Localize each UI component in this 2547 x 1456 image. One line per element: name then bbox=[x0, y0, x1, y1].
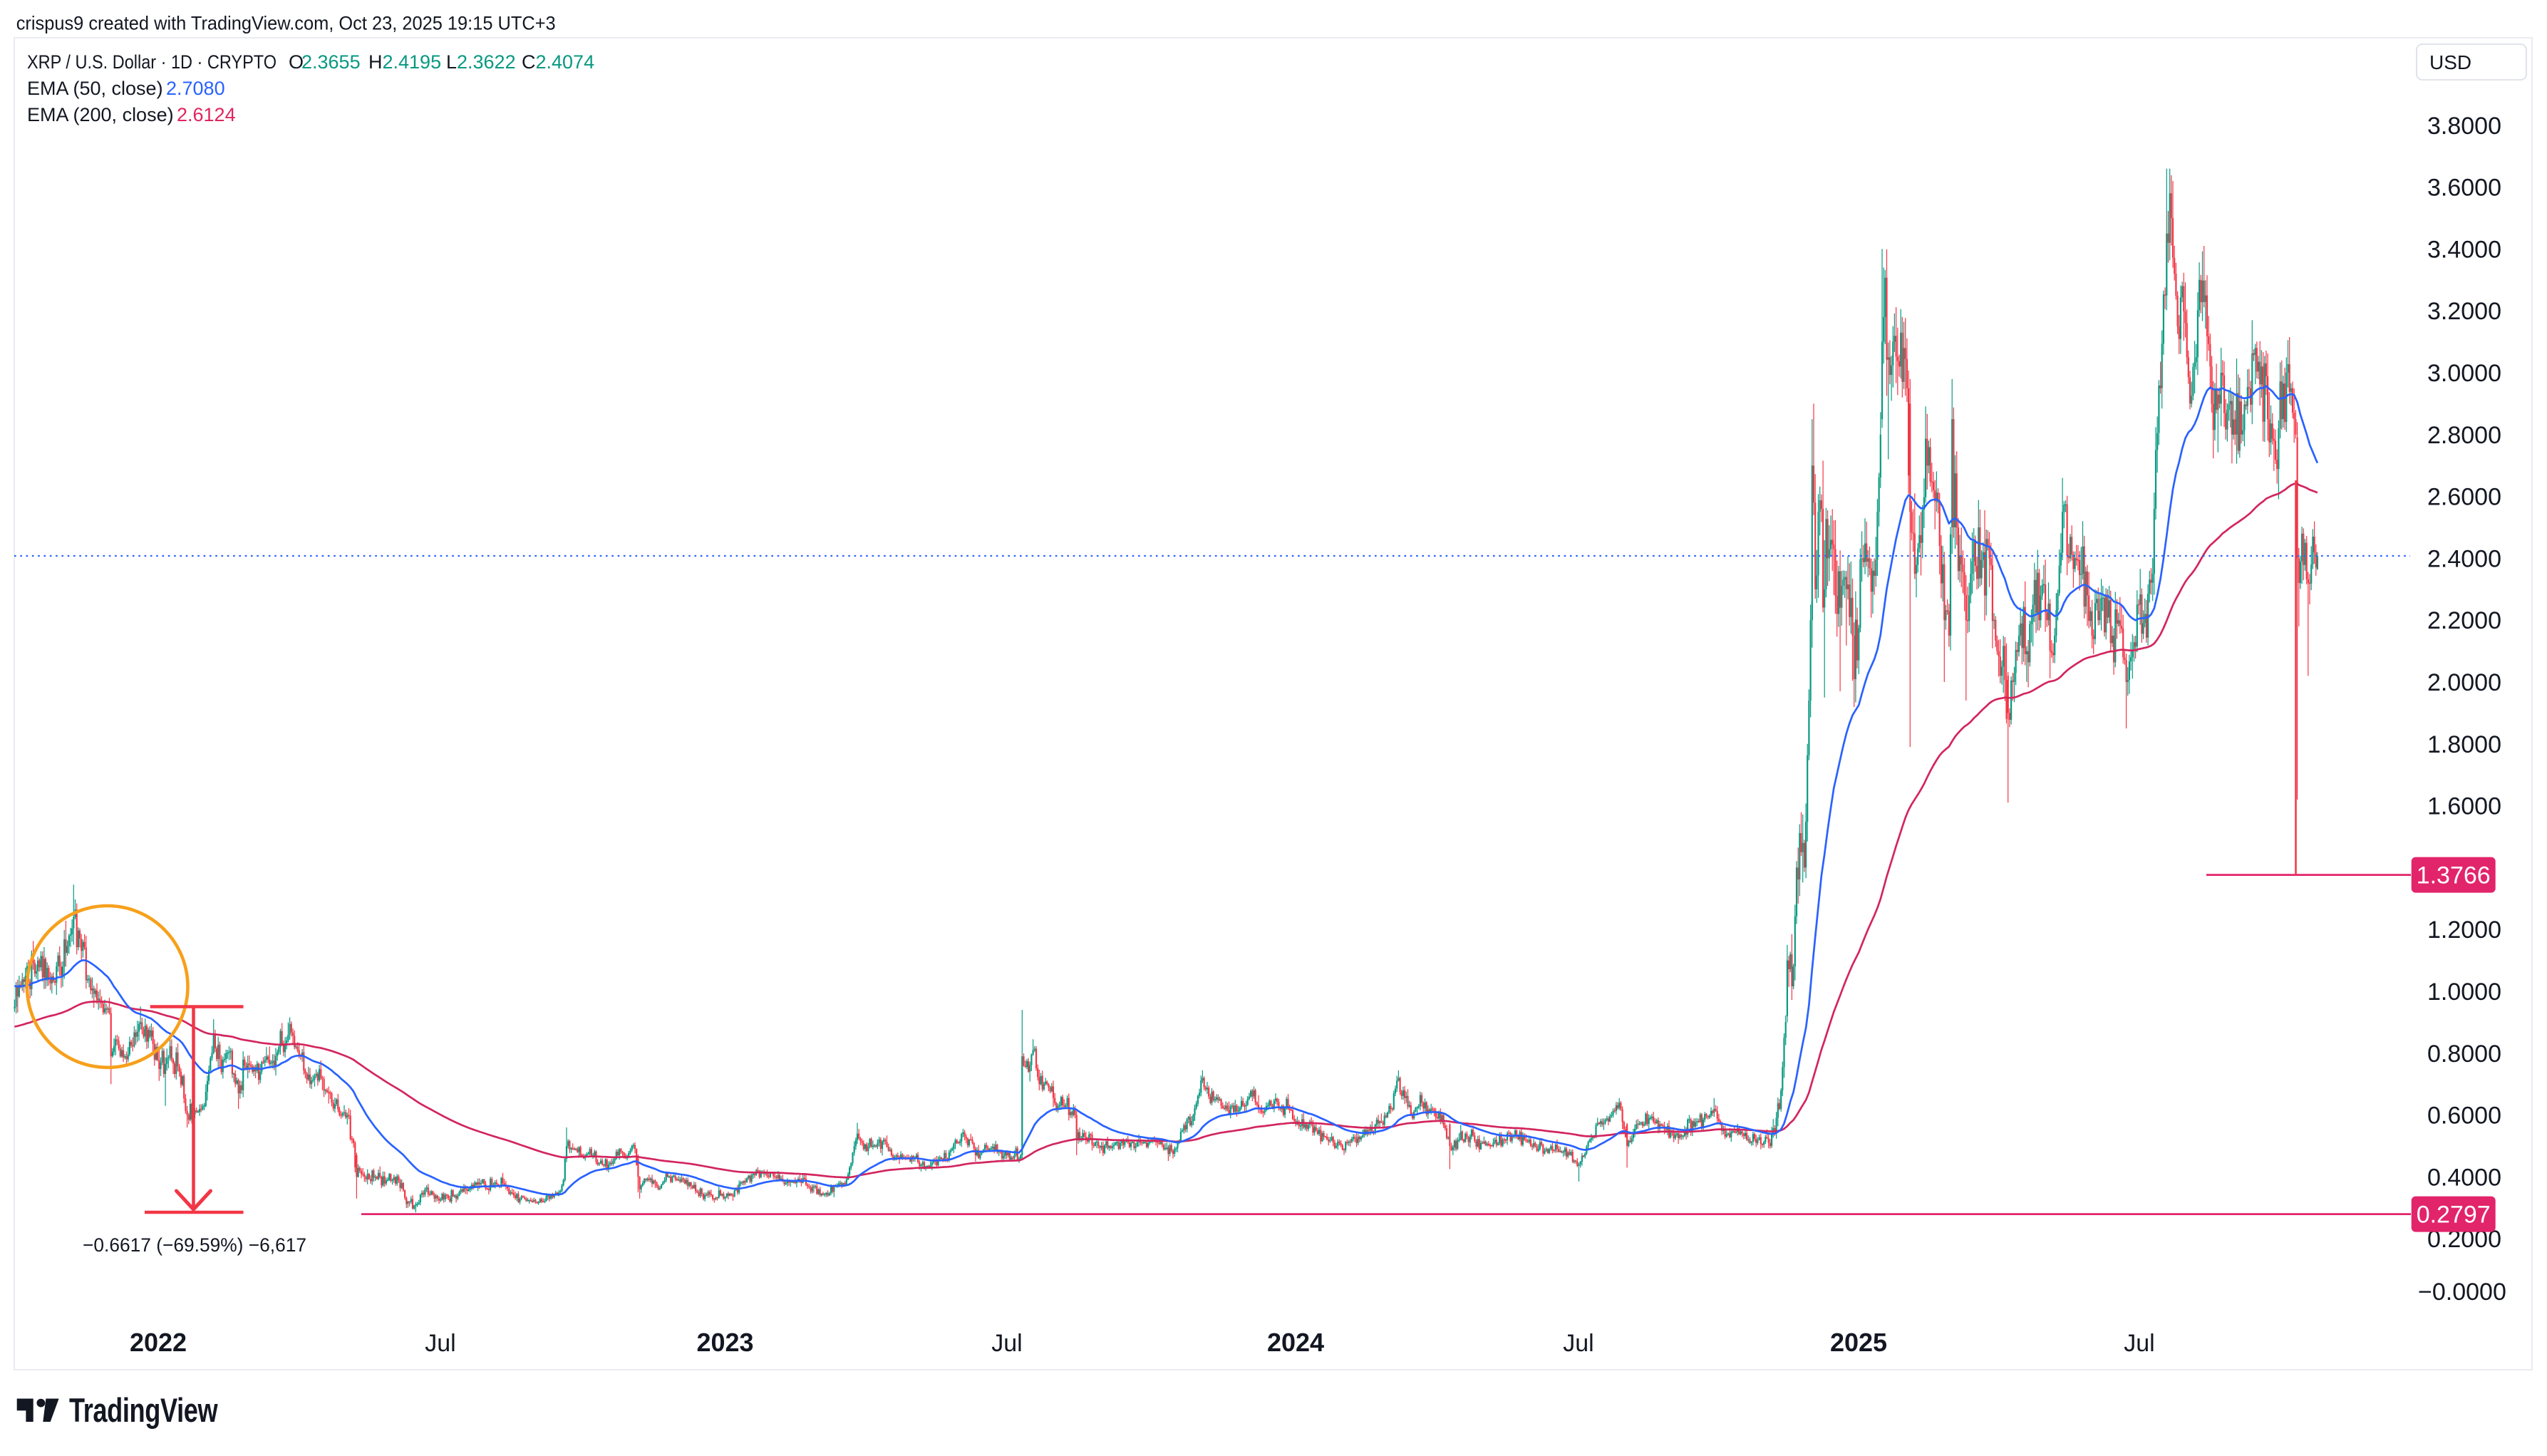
svg-text:2.2000: 2.2000 bbox=[2427, 607, 2501, 634]
svg-text:1.2000: 1.2000 bbox=[2427, 917, 2501, 944]
svg-text:2023: 2023 bbox=[696, 1328, 753, 1357]
svg-text:2.4000: 2.4000 bbox=[2427, 545, 2501, 572]
svg-text:Jul: Jul bbox=[425, 1330, 455, 1357]
svg-text:3.6000: 3.6000 bbox=[2427, 175, 2501, 202]
svg-text:2024: 2024 bbox=[1267, 1328, 1324, 1357]
svg-text:2.0000: 2.0000 bbox=[2427, 669, 2501, 696]
svg-text:0.4000: 0.4000 bbox=[2427, 1164, 2501, 1191]
svg-text:XRP / U.S. Dollar · 1D · CRYPT: XRP / U.S. Dollar · 1D · CRYPTO O2.3655 H2… bbox=[27, 51, 594, 73]
svg-text:2025: 2025 bbox=[1830, 1328, 1887, 1357]
svg-text:1.6000: 1.6000 bbox=[2427, 793, 2501, 820]
svg-text:0.2797: 0.2797 bbox=[2417, 1202, 2491, 1229]
svg-text:−0.0000: −0.0000 bbox=[2418, 1279, 2506, 1306]
svg-text:USD: USD bbox=[2429, 51, 2471, 73]
svg-text:1.0000: 1.0000 bbox=[2427, 979, 2501, 1006]
svg-text:Jul: Jul bbox=[2124, 1330, 2154, 1357]
svg-text:EMA (200, close)2.6124: EMA (200, close) 2.6124 bbox=[27, 104, 236, 125]
svg-text:0.6000: 0.6000 bbox=[2427, 1103, 2501, 1130]
svg-text:0.8000: 0.8000 bbox=[2427, 1041, 2501, 1068]
svg-text:1.3766: 1.3766 bbox=[2417, 862, 2491, 889]
svg-text:crispus9 created with TradingV: crispus9 created with TradingView.com, O… bbox=[16, 13, 556, 34]
svg-text:3.2000: 3.2000 bbox=[2427, 298, 2501, 325]
svg-text:3.4000: 3.4000 bbox=[2427, 236, 2501, 263]
svg-text:2.8000: 2.8000 bbox=[2427, 422, 2501, 449]
svg-text:−0.6617 (−69.59%) −6,617: −0.6617 (−69.59%) −6,617 bbox=[83, 1234, 306, 1256]
svg-text:3.8000: 3.8000 bbox=[2427, 113, 2501, 140]
svg-text:3.0000: 3.0000 bbox=[2427, 360, 2501, 387]
svg-text:EMA (50, close)2.7080: EMA (50, close) 2.7080 bbox=[27, 78, 225, 99]
svg-text:Jul: Jul bbox=[991, 1330, 1022, 1357]
svg-text:1.8000: 1.8000 bbox=[2427, 731, 2501, 758]
svg-text:Jul: Jul bbox=[1563, 1330, 1593, 1357]
svg-text:2022: 2022 bbox=[130, 1328, 187, 1357]
svg-text:TradingView: TradingView bbox=[69, 1391, 218, 1429]
svg-text:2.6000: 2.6000 bbox=[2427, 484, 2501, 511]
